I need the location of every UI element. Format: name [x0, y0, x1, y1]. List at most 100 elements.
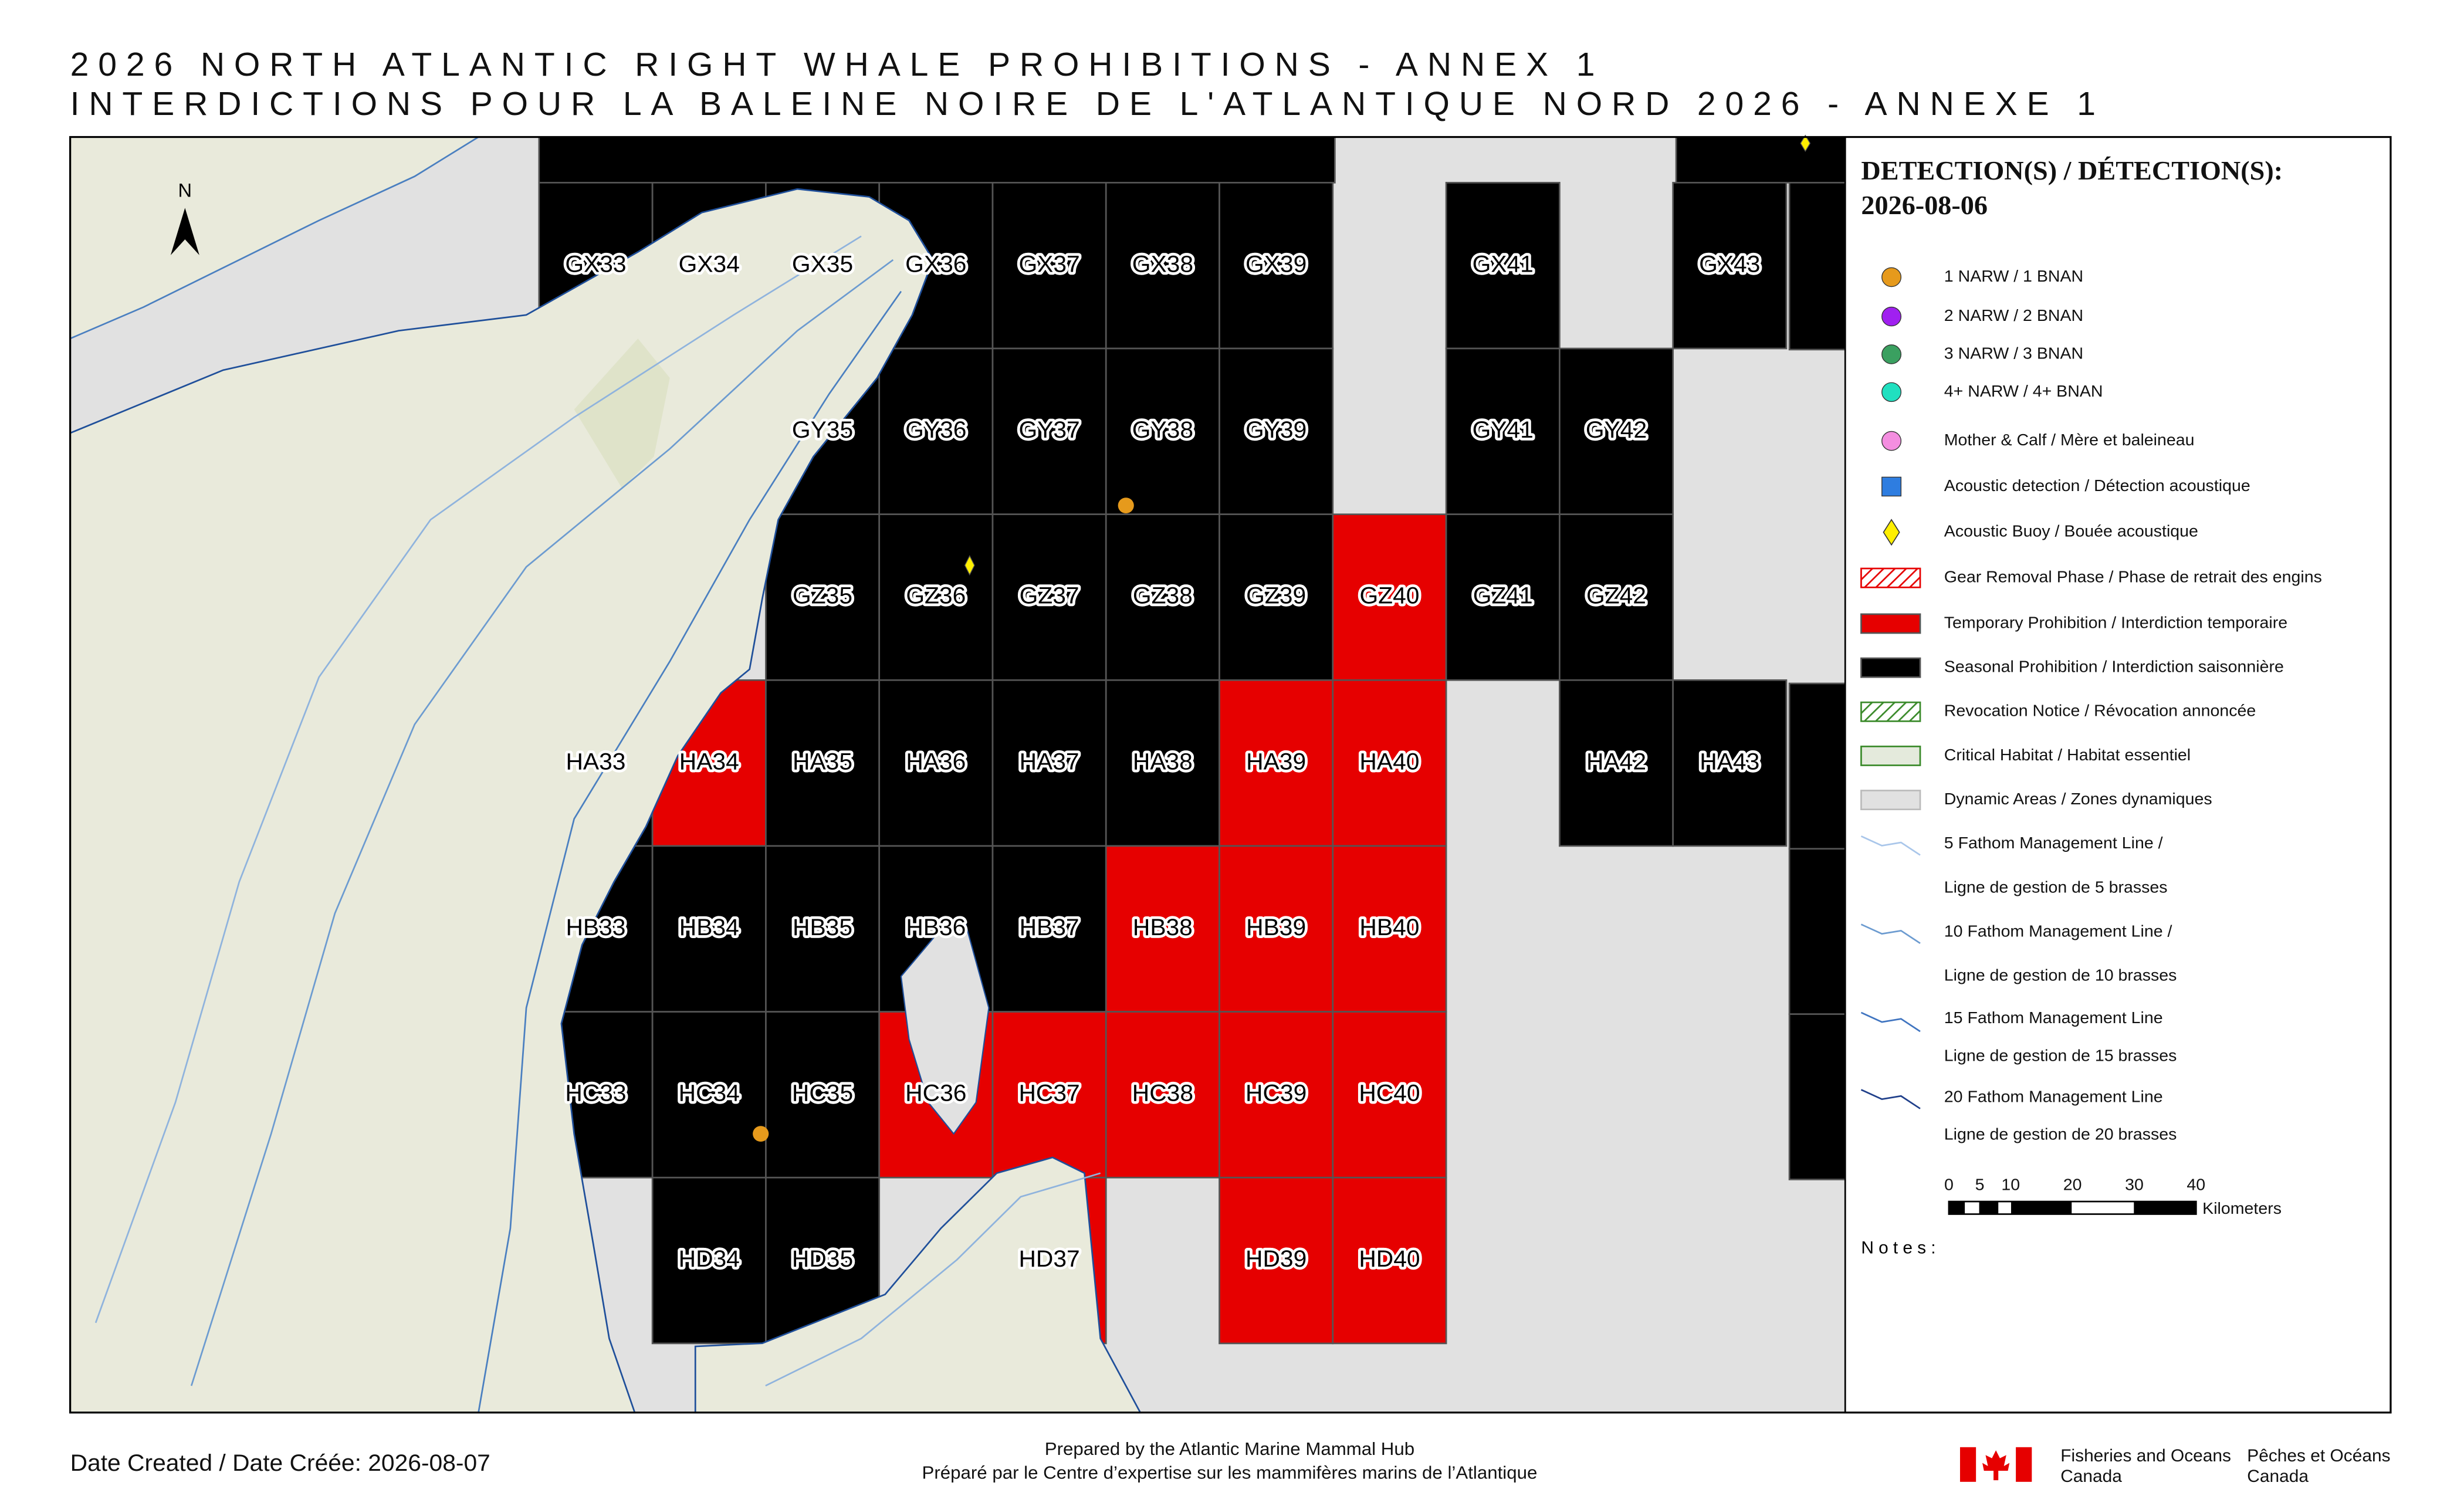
cell-label: HC34	[679, 1079, 740, 1106]
dfo-en: Canada	[2060, 1467, 2122, 1486]
fathom-line	[478, 290, 902, 1413]
grid-cell	[1559, 513, 1674, 681]
cell-label: HA42	[1586, 748, 1646, 775]
grid-cell	[1219, 1176, 1334, 1345]
flag-bar	[1959, 1447, 1976, 1482]
dfo-fr: Canada	[2247, 1467, 2309, 1486]
legend-text: 4+ NARW / 4+ BNAN	[1944, 382, 2103, 401]
scale-tick-label: 40	[2187, 1176, 2205, 1194]
legend-text: Ligne de gestion de 20 brasses	[1944, 1125, 2177, 1144]
cell-label: HB38	[1133, 913, 1193, 940]
cell-label: HB39	[1246, 913, 1306, 940]
legend-text: Dynamic Areas / Zones dynamiques	[1944, 790, 2212, 808]
cell-label: GX39	[1245, 251, 1307, 277]
cell-label: HD37	[1018, 1245, 1079, 1272]
fathom-line	[94, 235, 862, 1324]
grid-cell	[991, 845, 1107, 1013]
prepared-en: Prepared by the Atlantic Marine Mammal H…	[1045, 1439, 1414, 1459]
cell-labels: GX33 GX34 GX35 GX36 GX37 GX38 GX39 GX41 GX43 GY35…	[563, 248, 1764, 1275]
cell-label: GZ36	[906, 582, 966, 609]
grid-cell	[991, 679, 1107, 847]
cell-label: HB36	[906, 913, 966, 940]
legend-text: Ligne de gestion de 5 brasses	[1944, 878, 2168, 896]
legend-text: 10 Fathom Management Line /	[1944, 922, 2172, 941]
legend-text: Mother & Calf / Mère et baleineau	[1944, 431, 2195, 449]
dfo-fr: Pêches et Océans	[2247, 1446, 2390, 1465]
fathom-line	[765, 1172, 1101, 1387]
scale-bar: Kilometers 0 5 10 20 30 40	[1944, 1176, 2282, 1218]
cell-edge	[1788, 1013, 1846, 1180]
cell-label: GY37	[1018, 416, 1079, 443]
cell-label: HD40	[1359, 1245, 1420, 1272]
scale-seg	[1948, 1201, 1965, 1214]
cell-label: HD39	[1245, 1245, 1307, 1272]
grid-cell	[1445, 182, 1561, 350]
cell-label: GX35	[792, 251, 853, 277]
cell-label: GX37	[1018, 251, 1079, 277]
grid-cell	[1219, 182, 1334, 350]
fathom-line	[190, 259, 894, 1386]
canada-flag	[1959, 1447, 2032, 1482]
cell-label: HA38	[1133, 748, 1193, 775]
legend-text: 2 NARW / 2 BNAN	[1944, 306, 2083, 325]
cell-label: HC38	[1132, 1079, 1193, 1106]
legend-text: Seasonal Prohibition / Interdiction sais…	[1944, 658, 2284, 676]
cell-label: GY42	[1586, 416, 1647, 443]
map-frame	[69, 136, 2392, 1414]
cell-label: HB40	[1359, 913, 1419, 940]
grid-cell	[1219, 845, 1334, 1013]
gaspe	[69, 188, 934, 1414]
scale-seg	[2011, 1201, 2072, 1214]
grid-cell	[1105, 1011, 1220, 1179]
grid-cell	[1332, 1176, 1447, 1345]
grid-cell	[1672, 182, 1788, 350]
cell-label: GX36	[905, 251, 966, 277]
north-shore	[69, 136, 482, 340]
cell-edge	[1788, 848, 1846, 1015]
legend-symbol	[1860, 613, 1921, 634]
cell-label: GY41	[1473, 416, 1534, 443]
legend-text: Temporary Prohibition / Interdiction tem…	[1944, 614, 2287, 632]
grid-cell	[765, 845, 881, 1013]
acoustic-buoy	[964, 555, 975, 576]
cell-label: HC37	[1018, 1079, 1079, 1106]
grid-cell	[1105, 845, 1220, 1013]
cell-label: HB34	[679, 913, 739, 940]
grid-cell	[1105, 347, 1220, 516]
cell-label: GX38	[1132, 251, 1193, 277]
legend-symbol	[1860, 835, 1921, 856]
grid-cell	[1219, 679, 1334, 847]
grid-cell	[1332, 845, 1447, 1013]
acoustic-buoy	[1800, 134, 1811, 152]
cell-label: GX43	[1699, 251, 1760, 277]
cell-label: HC40	[1359, 1079, 1420, 1106]
scale-tick-label: 5	[1975, 1176, 1985, 1194]
cell-label: HB35	[793, 913, 852, 940]
grid-cell	[878, 679, 994, 847]
legend-symbol	[1860, 745, 1921, 766]
legend-symbol	[1860, 567, 1921, 588]
date-created: Date Created / Date Créée: 2026-08-07	[70, 1449, 490, 1476]
grid-cell	[1445, 347, 1561, 516]
legend-text: Revocation Notice / Révocation annoncée	[1944, 702, 2256, 720]
cell-label: HC35	[792, 1079, 853, 1106]
cell-label: HA40	[1359, 748, 1419, 775]
legend-text: Gear Removal Phase / Phase de retrait de…	[1944, 568, 2322, 587]
cell-label: GY38	[1132, 416, 1193, 443]
cell-label: GZ42	[1586, 582, 1646, 609]
grid-cell	[1559, 347, 1674, 516]
cell-label: HB37	[1020, 913, 1079, 940]
grid-cell	[991, 1011, 1107, 1179]
legend-date: 2026-08-06	[1861, 190, 1988, 220]
legend-symbol	[1860, 1011, 1921, 1033]
legend-symbol	[1860, 701, 1921, 722]
cell-strip	[538, 136, 1336, 184]
detection	[753, 1126, 769, 1142]
legend-symbol	[1860, 790, 1921, 811]
scale-tick-label: 10	[2001, 1176, 2020, 1194]
scale-unit: Kilometers	[2202, 1199, 2282, 1218]
cell-label: GZ38	[1133, 582, 1193, 609]
legend-symbol	[1883, 519, 1900, 546]
grid-cell	[1219, 1011, 1334, 1179]
